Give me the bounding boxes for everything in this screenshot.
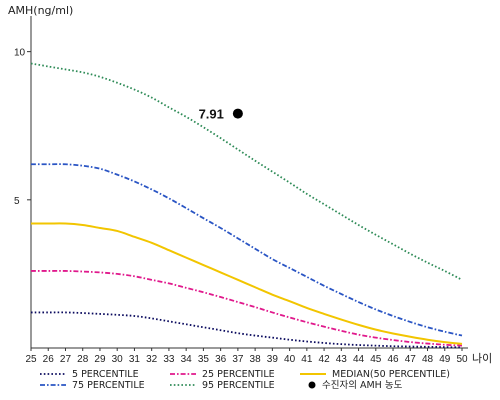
x-tick-label: 41 [301,354,313,365]
x-tick-label: 38 [250,354,262,365]
tick-labels: 5 10 25 26 27 28 29 30 31 32 33 34 35 36 37 38 39 40 41 42 4… [14,48,468,365]
annotation: 7.91 [199,107,243,122]
y-tick-label: 5 [14,196,20,207]
legend-label: MEDIAN(50 PERCENTILE) [332,369,450,380]
x-tick-label: 45 [370,354,382,365]
x-tick-label: 46 [387,354,399,365]
x-tick-label: 50 [456,354,468,365]
x-tick-label: 39 [267,354,279,365]
x-axis-label: 나이 [472,352,492,365]
x-tick-label: 43 [336,354,348,365]
legend-label: 75 PERCENTILE [72,380,145,391]
series-line-median-50-percentile [30,222,463,345]
legend-marker-label: 수진자의 AMH 농도 [322,380,403,391]
x-tick-label: 35 [198,354,210,365]
y-tick-label: 10 [14,48,26,59]
x-tick-label: 31 [129,354,141,365]
x-tick-label: 29 [94,354,106,365]
x-tick-label: 40 [284,354,296,365]
legend-marker-dot [308,381,316,389]
series-line-95-percentile [30,62,463,281]
x-tick-label: 36 [215,354,227,365]
patient-amh-marker [232,108,243,119]
legend-label: 25 PERCENTILE [202,369,275,380]
y-axis-label: AMH(ng/ml) [8,4,73,17]
series-line-25-percentile [30,270,463,347]
x-tick-label: 26 [43,354,55,365]
legend: 5 PERCENTILE 25 PERCENTILE MEDIAN(50 PERCE… [40,369,450,391]
x-tick-label: 34 [181,354,193,365]
x-tick-label: 25 [25,354,37,365]
x-tick-label: 44 [353,354,365,365]
series-lines [30,62,463,349]
series-line-5-percentile [30,311,463,349]
x-tick-label: 30 [112,354,124,365]
x-tick-label: 49 [439,354,451,365]
patient-amh-value-label: 7.91 [199,107,224,122]
x-tick-label: 27 [60,354,72,365]
x-tick-label: 28 [77,354,89,365]
axes: AMH(ng/ml) 나이 [8,4,492,365]
legend-label: 5 PERCENTILE [72,369,139,380]
x-tick-label: 32 [146,354,158,365]
x-tick-label: 37 [232,354,244,365]
legend-label: 95 PERCENTILE [202,380,275,391]
x-tick-label: 47 [405,354,417,365]
series-line-75-percentile [31,163,463,337]
x-tick-label: 42 [319,354,331,365]
x-tick-label: 33 [163,354,175,365]
x-tick-label: 48 [422,354,434,365]
